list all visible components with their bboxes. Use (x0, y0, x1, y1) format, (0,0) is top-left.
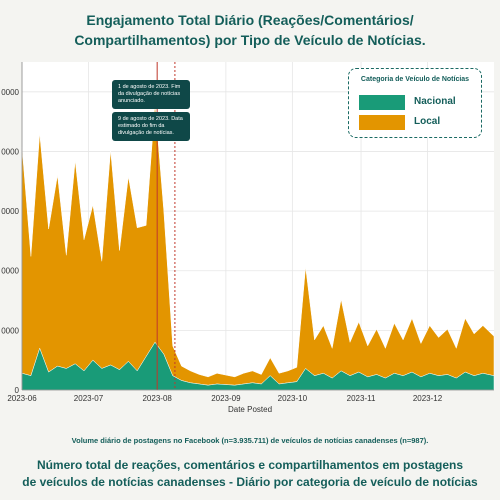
y-tick-label: 0000 (1, 147, 19, 156)
x-tick-label: 2023-08 (142, 394, 172, 403)
subtitle: Número total de reações, comentários e c… (0, 457, 500, 491)
y-tick-label: 0000 (1, 267, 19, 276)
x-tick-label: 2023-06 (7, 394, 37, 403)
legend-swatch-nacional (359, 95, 405, 110)
legend-label-local: Local (414, 116, 441, 127)
x-tick-label: 2023-10 (278, 394, 308, 403)
chart-title-line2: Compartilhamentos) por Tipo de Veículo d… (74, 32, 426, 48)
legend-label-nacional: Nacional (414, 96, 456, 107)
y-tick-label: 0000 (1, 207, 19, 216)
x-tick-label: 2023-11 (347, 394, 376, 403)
annotation-aug-1: 1 de agosto de 2023. Fim da divulgação d… (112, 80, 190, 109)
y-tick-label: 0000 (1, 88, 19, 97)
y-tick-label: 0000 (1, 326, 19, 335)
y-tick-label: 0 (15, 386, 20, 395)
legend: Categoria de Veículo de Notícias Naciona… (348, 68, 482, 138)
subtitle-line2: de veículos de notícias canadenses - Diá… (22, 475, 478, 489)
x-axis-label: Date Posted (227, 405, 273, 414)
legend-title: Categoria de Veículo de Notícias (360, 76, 470, 83)
footnote: Volume diário de postagens no Facebook (… (71, 436, 429, 445)
chart-title: Engajamento Total Diário (Reações/Coment… (0, 10, 500, 50)
annotation-aug-9: 9 de agosto de 2023. Data estimado do fi… (112, 112, 190, 141)
subtitle-line1: Número total de reações, comentários e c… (36, 458, 464, 472)
legend-swatch-local (359, 115, 405, 130)
x-tick-label: 2023-07 (74, 394, 104, 403)
x-tick-label: 2023-09 (211, 394, 241, 403)
chart-title-line1: Engajamento Total Diário (Reações/Coment… (86, 12, 414, 28)
x-tick-label: 2023-12 (413, 394, 443, 403)
